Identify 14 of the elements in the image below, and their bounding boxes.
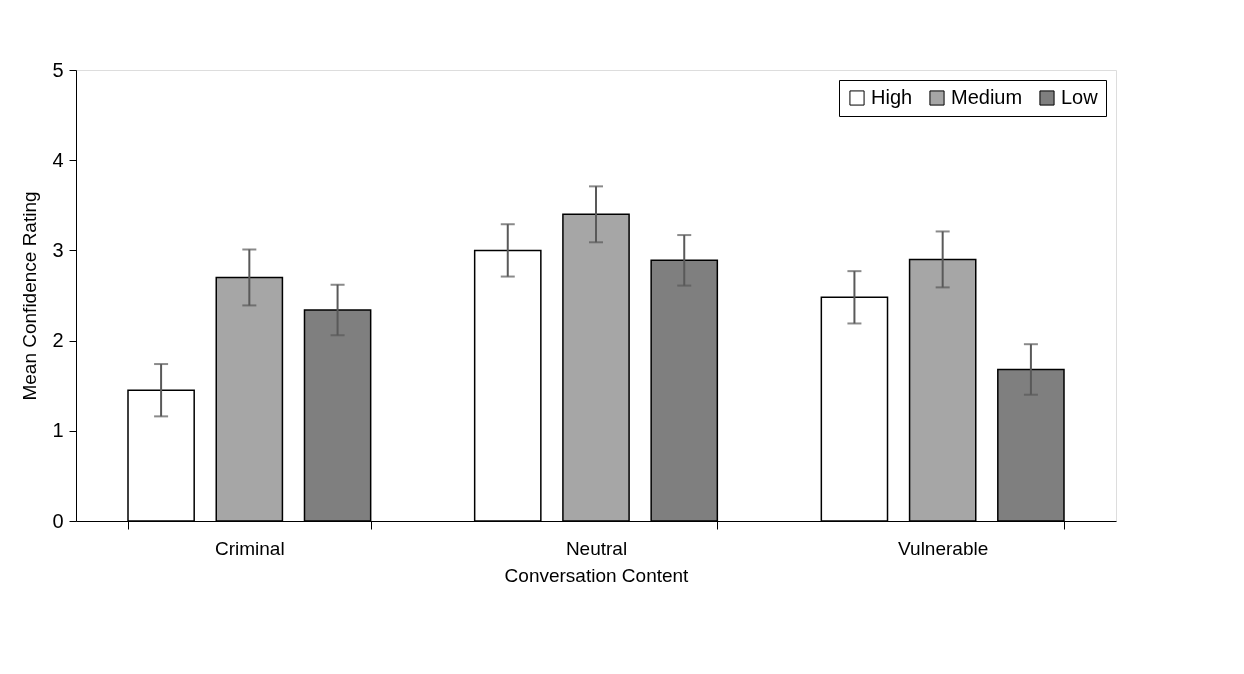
- x-tick-label: Vulnerable: [898, 537, 989, 559]
- y-tick-label: 0: [52, 509, 64, 532]
- y-tick-label: 1: [52, 419, 64, 442]
- x-tick-label: Neutral: [565, 537, 628, 559]
- legend-label: Low: [1061, 86, 1099, 108]
- y-axis-title: Mean Confidence Rating: [19, 191, 41, 401]
- legend-label: High: [871, 86, 913, 108]
- y-tick-label: 5: [52, 58, 64, 81]
- x-tick-label: Criminal: [214, 537, 285, 559]
- y-tick-label: 4: [52, 148, 64, 171]
- y-tick-label: 3: [52, 238, 64, 261]
- x-axis-title: Conversation Content: [504, 564, 690, 586]
- y-tick-label: 2: [52, 329, 64, 352]
- legend-label: Medium: [951, 86, 1023, 108]
